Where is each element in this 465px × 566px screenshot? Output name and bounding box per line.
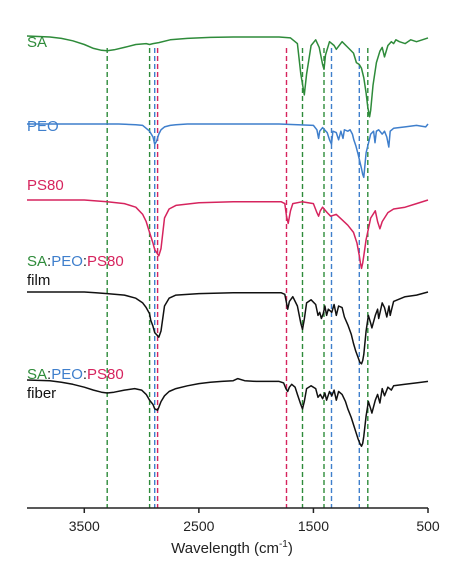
x-axis-unit-close: ) (288, 540, 293, 557)
x-axis-ticks: 3500 2500 1500 500 (69, 508, 440, 534)
x-tick-label: 2500 (183, 518, 214, 534)
label-peo: PEO (27, 118, 59, 135)
series-line-sa (26, 35, 429, 118)
label-fiber-colon1: : (47, 366, 51, 383)
label-fiber-sa: SA (27, 366, 47, 383)
x-tick-label: 1500 (298, 518, 329, 534)
label-film-colon1: : (47, 253, 51, 270)
label-film-peo: PEO (51, 253, 83, 270)
spectra (26, 35, 429, 447)
x-axis-title-text: Wavelength (171, 540, 250, 557)
series-line-ps80 (27, 199, 429, 270)
label-ps80: PS80 (27, 177, 64, 194)
x-tick-label: 500 (416, 518, 440, 534)
x-tick-label: 3500 (69, 518, 100, 534)
label-fiber-ps80: PS80 (87, 366, 124, 383)
label-fiber-colon2: : (83, 366, 87, 383)
series-line-peo (27, 123, 429, 179)
label-film-composition: SA:PEO:PS80 (27, 253, 124, 270)
label-film-ps80: PS80 (87, 253, 124, 270)
series-line-film (27, 291, 429, 365)
label-fiber-peo: PEO (51, 366, 83, 383)
label-sa: SA (27, 34, 47, 51)
x-axis-title: Wavelength (cm-1) (171, 539, 293, 557)
label-film-sa: SA (27, 253, 47, 270)
label-film: film (27, 272, 50, 289)
label-fiber-composition: SA:PEO:PS80 (27, 366, 124, 383)
x-axis-unit-sup: -1 (279, 539, 288, 550)
series-line-fiber (26, 377, 429, 447)
reference-lines (106, 48, 369, 508)
label-fiber: fiber (27, 385, 56, 402)
x-axis-unit: (cm (254, 540, 279, 557)
label-film-colon2: : (83, 253, 87, 270)
